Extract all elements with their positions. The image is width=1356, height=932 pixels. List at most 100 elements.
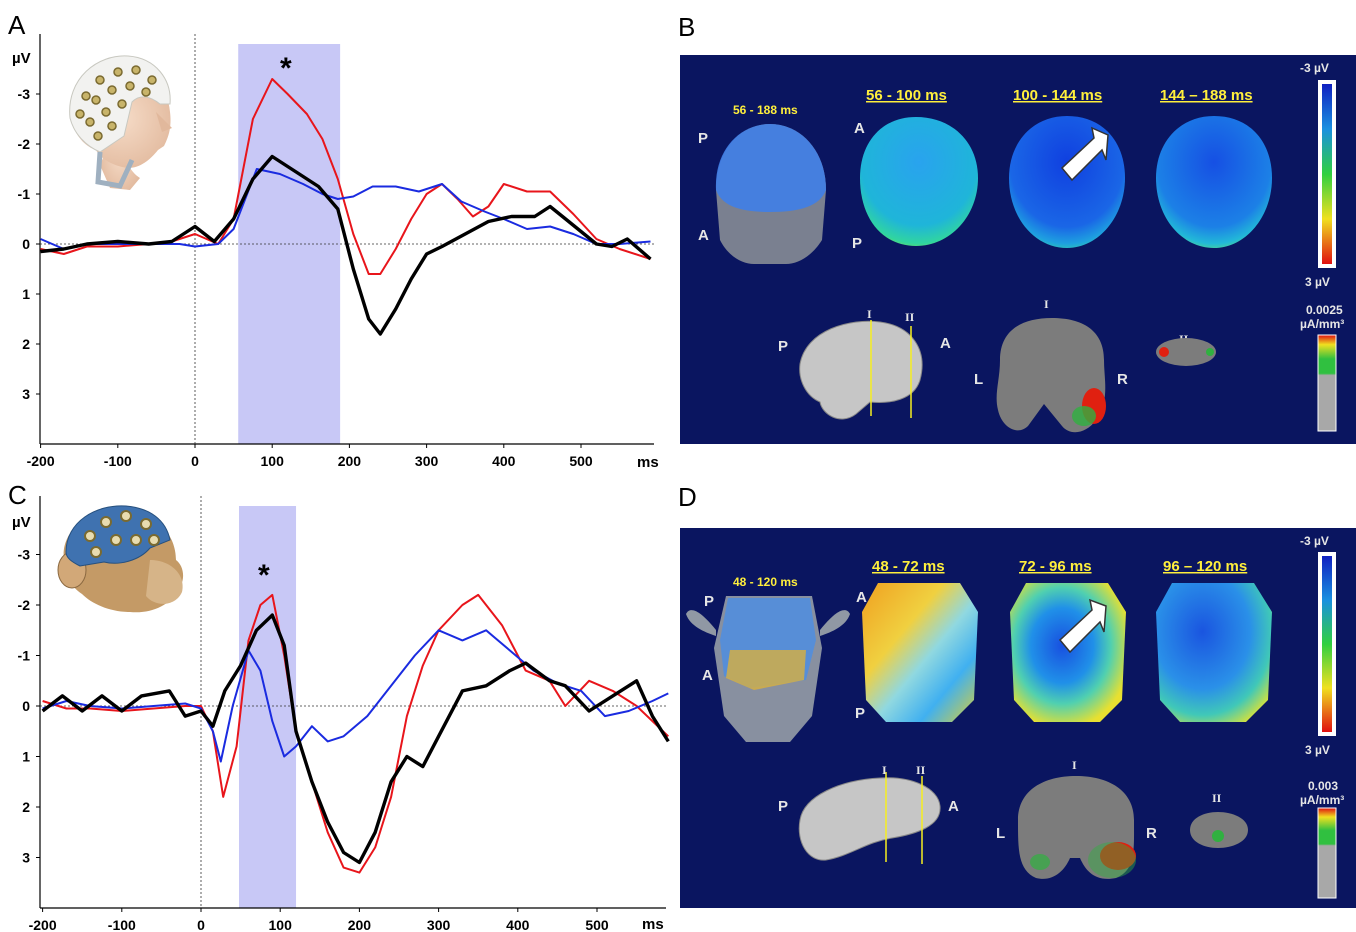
brain-label-r: R [1117, 371, 1128, 388]
scalp-map-d-1: 48 - 72 ms A P [855, 558, 978, 722]
voltage-colorbar: -3 µV 3 µV [1300, 534, 1336, 757]
source-scale-unit: µA/mm³ [1300, 317, 1344, 331]
y-tick-label: 2 [22, 799, 30, 815]
source-brain-d: P A I II I L R II [778, 758, 1248, 879]
x-tick-label: -200 [29, 917, 57, 932]
source-scale-value: 0.003 [1308, 779, 1338, 793]
y-tick-label: -2 [18, 597, 31, 613]
window-label: 72 - 96 ms [1019, 558, 1092, 575]
peak-arrow-icon [1060, 126, 1109, 182]
colorbar-bottom-label: 3 µV [1305, 743, 1330, 757]
monkey-head-render [686, 596, 850, 742]
brain-label-a: A [948, 798, 959, 815]
human-head-icon [69, 55, 172, 190]
panel-b-topography: 56 - 188 ms P A 56 - 100 ms A P 100 - 14… [680, 55, 1356, 444]
brain-label-l: L [974, 371, 983, 388]
y-tick-label: -1 [18, 648, 31, 664]
scalp-map-d-2: 72 - 96 ms [1010, 558, 1126, 722]
x-tick-label: 100 [261, 453, 285, 469]
x-tick-label: -100 [104, 453, 132, 469]
head-label-a: A [702, 667, 713, 684]
erp-series-line [41, 613, 670, 865]
colorbar-top-label: -3 µV [1300, 534, 1329, 548]
y-unit-label: µV [12, 514, 31, 531]
y-tick-label: -2 [18, 136, 31, 152]
window-label: 100 - 144 ms [1013, 87, 1102, 104]
x-unit-label: ms [642, 916, 664, 932]
x-tick-label: 400 [506, 917, 530, 932]
panel-label-d: D [678, 482, 697, 512]
x-tick-label: 200 [338, 453, 362, 469]
x-tick-label: -200 [27, 453, 55, 469]
window-label: 144 – 188 ms [1160, 87, 1253, 104]
source-scale-value: 0.0025 [1306, 303, 1343, 317]
monkey-head-icon [57, 505, 184, 613]
y-tick-label: 3 [22, 850, 30, 866]
brain-label-p: P [778, 798, 788, 815]
scalp-map-b-3: 144 – 188 ms [1156, 87, 1272, 248]
head-label-p: P [698, 130, 708, 147]
scalp-map-b-2: 100 - 144 ms [1009, 87, 1125, 248]
y-tick-label: 0 [22, 698, 30, 714]
y-tick-label: 1 [22, 749, 30, 765]
colorbar-bottom-label: 3 µV [1305, 275, 1330, 289]
panel-label-c: C [8, 480, 27, 510]
head-window-label: 56 - 188 ms [733, 103, 798, 117]
x-unit-label: ms [637, 454, 659, 471]
x-tick-label: 500 [569, 453, 593, 469]
map-label-a: A [856, 589, 867, 606]
erp-plot-monkey: µV ms * -3 -2 -1 0 1 2 3 -200 -100 0 100 200 300 400 5… [12, 496, 670, 932]
y-tick-label: -3 [18, 86, 31, 102]
x-tick-label: 100 [269, 917, 293, 932]
slice-label-ii: II [905, 310, 915, 324]
erp-plot-human: µV ms * -3 -2 -1 0 1 2 3 -200 -100 0 100 200 300 400 5… [12, 34, 659, 471]
panel-d-topography: 48 - 120 ms P A 48 - 72 ms A P 72 - 96 m… [680, 528, 1356, 908]
scalp-head-render [715, 124, 826, 264]
map-label-a: A [854, 120, 865, 137]
y-unit-label: µV [12, 50, 31, 67]
y-tick-label: 1 [22, 286, 30, 302]
source-brain-b: P A I II I L R II [778, 297, 1216, 433]
highlight-window [239, 506, 297, 908]
brain-label-r: R [1146, 825, 1157, 842]
x-tick-label: 300 [427, 917, 451, 932]
x-tick-label: 200 [348, 917, 372, 932]
x-tick-label: 0 [197, 917, 205, 932]
head-window-label: 48 - 120 ms [733, 575, 798, 589]
peak-arrow-icon [1058, 598, 1107, 654]
scalp-map-b-1: 56 - 100 ms A P [852, 87, 978, 252]
source-scale-bar: 0.0025 µA/mm³ [1300, 303, 1344, 432]
slice-label-i: I [867, 307, 872, 321]
panel-label-a: A [8, 10, 26, 40]
voltage-colorbar: -3 µV 3 µV [1300, 61, 1336, 289]
brain-label-a: A [940, 335, 951, 352]
scalp-map-d-3: 96 – 120 ms [1156, 558, 1272, 722]
erp-series-line [42, 593, 669, 874]
x-tick-label: 300 [415, 453, 439, 469]
erp-series-line [40, 154, 652, 336]
brain-label-p: P [778, 338, 788, 355]
source-scale-unit: µA/mm³ [1300, 793, 1344, 807]
x-tick-label: 500 [585, 917, 609, 932]
x-tick-label: 0 [191, 453, 199, 469]
y-tick-label: 0 [22, 236, 30, 252]
slice-label-i: I [882, 763, 887, 777]
y-tick-label: -1 [18, 186, 31, 202]
source-scale-bar: 0.003 µA/mm³ [1300, 779, 1344, 899]
window-label: 96 – 120 ms [1163, 558, 1247, 575]
y-tick-label: -3 [18, 547, 31, 563]
slice-label-i: I [1072, 758, 1077, 772]
brain-label-l: L [996, 825, 1005, 842]
x-tick-label: 400 [492, 453, 516, 469]
slice-label-ii: II [916, 763, 926, 777]
map-label-p: P [855, 705, 865, 722]
significance-asterisk: * [280, 52, 292, 85]
head-label-a: A [698, 227, 709, 244]
window-label: 56 - 100 ms [866, 87, 947, 104]
slice-label-ii: II [1212, 791, 1222, 805]
x-tick-label: -100 [108, 917, 136, 932]
map-label-p: P [852, 235, 862, 252]
window-label: 48 - 72 ms [872, 558, 945, 575]
head-label-p: P [704, 593, 714, 610]
